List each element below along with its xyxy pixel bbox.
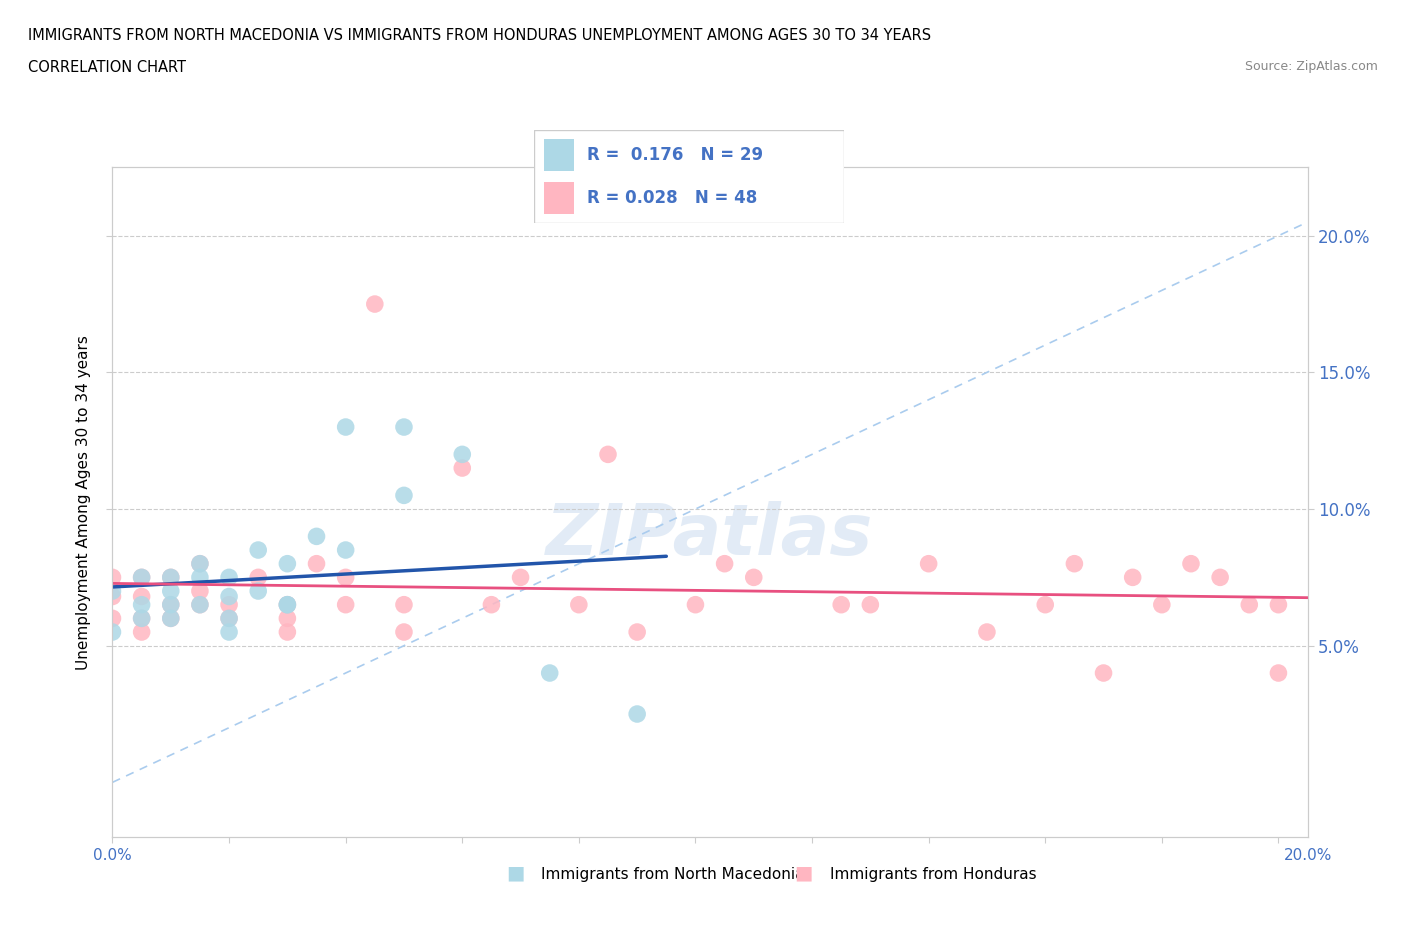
Point: [218, 570, 240, 585]
Point: [247, 542, 270, 557]
Point: [159, 611, 181, 626]
Point: [1063, 556, 1085, 571]
Point: [685, 597, 707, 612]
Point: [276, 625, 298, 640]
Text: 0.0%: 0.0%: [93, 848, 132, 863]
Point: [451, 460, 474, 475]
Text: 20.0%: 20.0%: [1284, 848, 1331, 863]
Point: [1150, 597, 1173, 612]
Text: ■: ■: [506, 864, 524, 883]
Point: [451, 447, 474, 462]
Point: [131, 611, 153, 626]
Point: [131, 597, 153, 612]
Point: [101, 611, 124, 626]
Point: [276, 597, 298, 612]
Point: [101, 625, 124, 640]
Y-axis label: Unemployment Among Ages 30 to 34 years: Unemployment Among Ages 30 to 34 years: [76, 335, 91, 670]
Point: [335, 597, 357, 612]
Text: Immigrants from Honduras: Immigrants from Honduras: [830, 867, 1036, 882]
Point: [218, 597, 240, 612]
Point: [188, 584, 211, 599]
Point: [509, 570, 531, 585]
Point: [335, 419, 357, 434]
Bar: [544, 140, 575, 171]
Point: [335, 542, 357, 557]
Point: [131, 570, 153, 585]
Point: [626, 707, 648, 722]
Point: [247, 584, 270, 599]
Point: [481, 597, 503, 612]
Point: [159, 611, 181, 626]
Point: [392, 488, 415, 503]
Point: [568, 597, 591, 612]
Point: [305, 529, 328, 544]
Point: [1180, 556, 1202, 571]
Point: [159, 584, 181, 599]
Bar: [544, 182, 575, 214]
FancyBboxPatch shape: [534, 130, 844, 223]
Point: [335, 570, 357, 585]
Point: [276, 597, 298, 612]
Point: [713, 556, 735, 571]
Point: [1267, 597, 1289, 612]
Point: [742, 570, 765, 585]
Point: [188, 597, 211, 612]
Point: [188, 597, 211, 612]
Point: [218, 611, 240, 626]
Point: [101, 570, 124, 585]
Text: Source: ZipAtlas.com: Source: ZipAtlas.com: [1244, 60, 1378, 73]
Point: [101, 584, 124, 599]
Point: [131, 611, 153, 626]
Point: [218, 589, 240, 604]
Point: [276, 611, 298, 626]
Point: [392, 625, 415, 640]
Point: [538, 666, 561, 681]
Point: [1267, 666, 1289, 681]
Point: [596, 447, 619, 462]
Point: [626, 625, 648, 640]
Point: [188, 570, 211, 585]
Point: [188, 556, 211, 571]
Point: [159, 570, 181, 585]
Point: [1239, 597, 1261, 612]
Point: [1033, 597, 1056, 612]
Text: Immigrants from North Macedonia: Immigrants from North Macedonia: [541, 867, 804, 882]
Point: [101, 589, 124, 604]
Point: [1209, 570, 1232, 585]
Point: [364, 297, 387, 312]
Text: ZIPatlas: ZIPatlas: [547, 501, 873, 570]
Point: [159, 570, 181, 585]
Text: R = 0.028   N = 48: R = 0.028 N = 48: [586, 189, 756, 207]
Point: [188, 556, 211, 571]
Text: ■: ■: [794, 864, 813, 883]
Point: [859, 597, 882, 612]
Point: [830, 597, 852, 612]
Point: [276, 597, 298, 612]
Point: [1092, 666, 1115, 681]
Point: [131, 625, 153, 640]
Point: [976, 625, 998, 640]
Point: [159, 597, 181, 612]
Point: [1122, 570, 1144, 585]
Text: R =  0.176   N = 29: R = 0.176 N = 29: [586, 146, 763, 165]
Point: [392, 419, 415, 434]
Point: [392, 597, 415, 612]
Text: CORRELATION CHART: CORRELATION CHART: [28, 60, 186, 75]
Text: IMMIGRANTS FROM NORTH MACEDONIA VS IMMIGRANTS FROM HONDURAS UNEMPLOYMENT AMONG A: IMMIGRANTS FROM NORTH MACEDONIA VS IMMIG…: [28, 28, 931, 43]
Point: [218, 611, 240, 626]
Point: [159, 597, 181, 612]
Point: [247, 570, 270, 585]
Point: [131, 589, 153, 604]
Point: [305, 556, 328, 571]
Point: [218, 625, 240, 640]
Point: [917, 556, 939, 571]
Point: [131, 570, 153, 585]
Point: [276, 556, 298, 571]
